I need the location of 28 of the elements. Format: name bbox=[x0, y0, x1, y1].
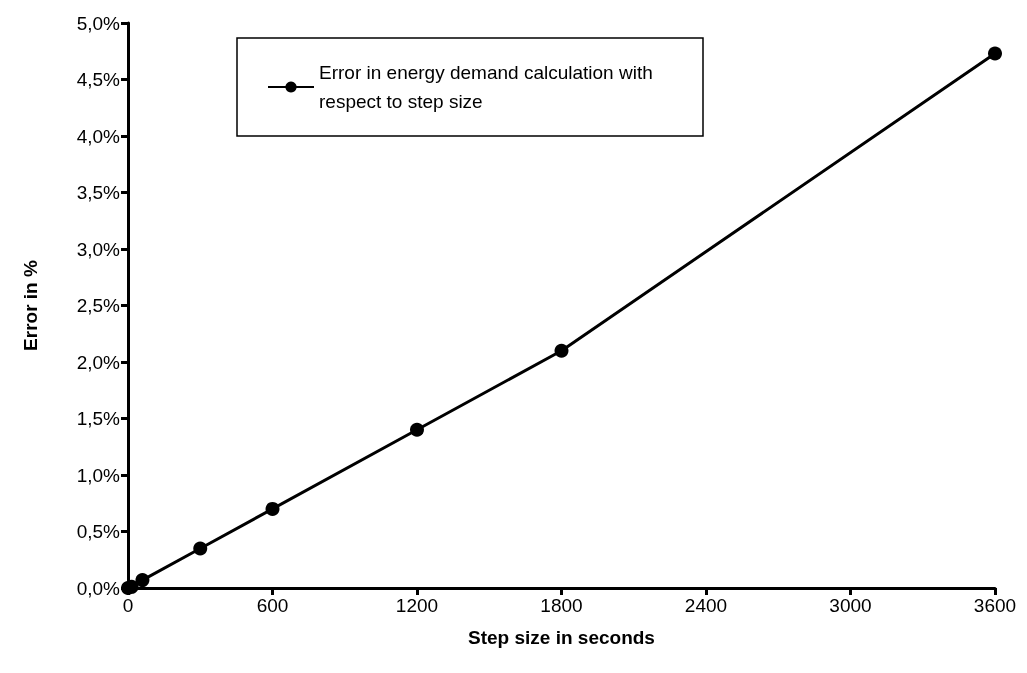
x-tick-label: 3000 bbox=[829, 595, 872, 616]
point bbox=[265, 501, 280, 516]
x-tick-label: 1200 bbox=[395, 595, 439, 616]
y-tick-label: 1,5% bbox=[76, 408, 121, 429]
point bbox=[124, 579, 139, 594]
y-tick-label: 4,5% bbox=[76, 69, 121, 90]
x-tick-label: 3600 bbox=[973, 595, 1017, 616]
legend-label: Error in energy demand calculation with respect to step size bbox=[319, 62, 659, 112]
y-tick-label: 0,5% bbox=[76, 521, 121, 542]
point bbox=[193, 541, 208, 556]
y-axis-title: Error in % bbox=[20, 260, 41, 351]
point bbox=[988, 46, 1002, 61]
point bbox=[410, 422, 424, 437]
y-tick-label: 3,0% bbox=[76, 238, 121, 260]
x-tick-label: 0 bbox=[122, 595, 134, 616]
y-tick-label: 2,5% bbox=[76, 295, 121, 316]
y-tick-label: 2,0% bbox=[76, 351, 121, 373]
x-tick-label: 600 bbox=[256, 595, 289, 616]
point bbox=[554, 343, 569, 358]
y-tick-label: 5,0% bbox=[76, 12, 121, 34]
x-tick-label: 2400 bbox=[684, 595, 728, 616]
y-tick-label: 1,0% bbox=[76, 464, 121, 486]
x-tick-label: 1800 bbox=[540, 595, 583, 616]
y-tick-label: 0,0% bbox=[76, 577, 121, 599]
point bbox=[135, 573, 150, 588]
y-tick-label: 3,5% bbox=[76, 182, 121, 203]
y-tick-label: 4,0% bbox=[76, 125, 121, 147]
x-axis-title: Step size in seconds bbox=[468, 627, 655, 648]
